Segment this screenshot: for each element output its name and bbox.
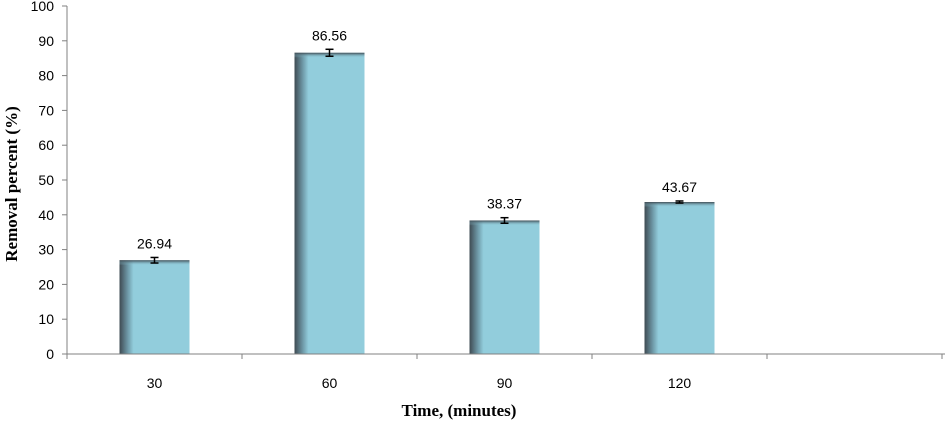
y-tick-label: 20 xyxy=(38,276,54,292)
x-tick-label: 30 xyxy=(147,375,163,391)
bar xyxy=(469,220,540,354)
bars-group: 26.94 86.56 38.37 43.67 xyxy=(119,27,715,354)
y-tick-label: 50 xyxy=(38,172,54,188)
y-tick-label: 30 xyxy=(38,242,54,258)
data-label: 26.94 xyxy=(137,235,172,251)
y-axis-title: Removal percent (%) xyxy=(2,106,21,261)
bar xyxy=(119,260,190,354)
bar-top-shading xyxy=(644,202,715,208)
data-label: 43.67 xyxy=(662,179,697,195)
x-axis-ticks: 30 60 90 120 xyxy=(66,354,943,391)
y-tick-label: 40 xyxy=(38,207,54,223)
x-tick-label: 60 xyxy=(322,375,338,391)
x-axis-title: Time, (minutes) xyxy=(402,401,517,420)
y-tick-label: 70 xyxy=(38,102,54,118)
y-tick-label: 60 xyxy=(38,137,54,153)
x-tick-label: 90 xyxy=(497,375,513,391)
bar xyxy=(644,202,715,354)
axes-group xyxy=(66,6,945,355)
bar xyxy=(294,52,365,354)
data-label: 38.37 xyxy=(487,196,522,212)
y-tick-label: 10 xyxy=(38,311,54,327)
y-tick-label: 0 xyxy=(46,346,54,362)
y-tick-label: 90 xyxy=(38,33,54,49)
y-tick-label: 100 xyxy=(31,0,55,14)
data-label: 86.56 xyxy=(312,27,347,43)
y-tick-label: 80 xyxy=(38,68,54,84)
x-tick-label: 120 xyxy=(668,375,692,391)
y-axis-ticks: 0 10 20 30 40 50 60 70 80 90 100 xyxy=(31,0,67,362)
